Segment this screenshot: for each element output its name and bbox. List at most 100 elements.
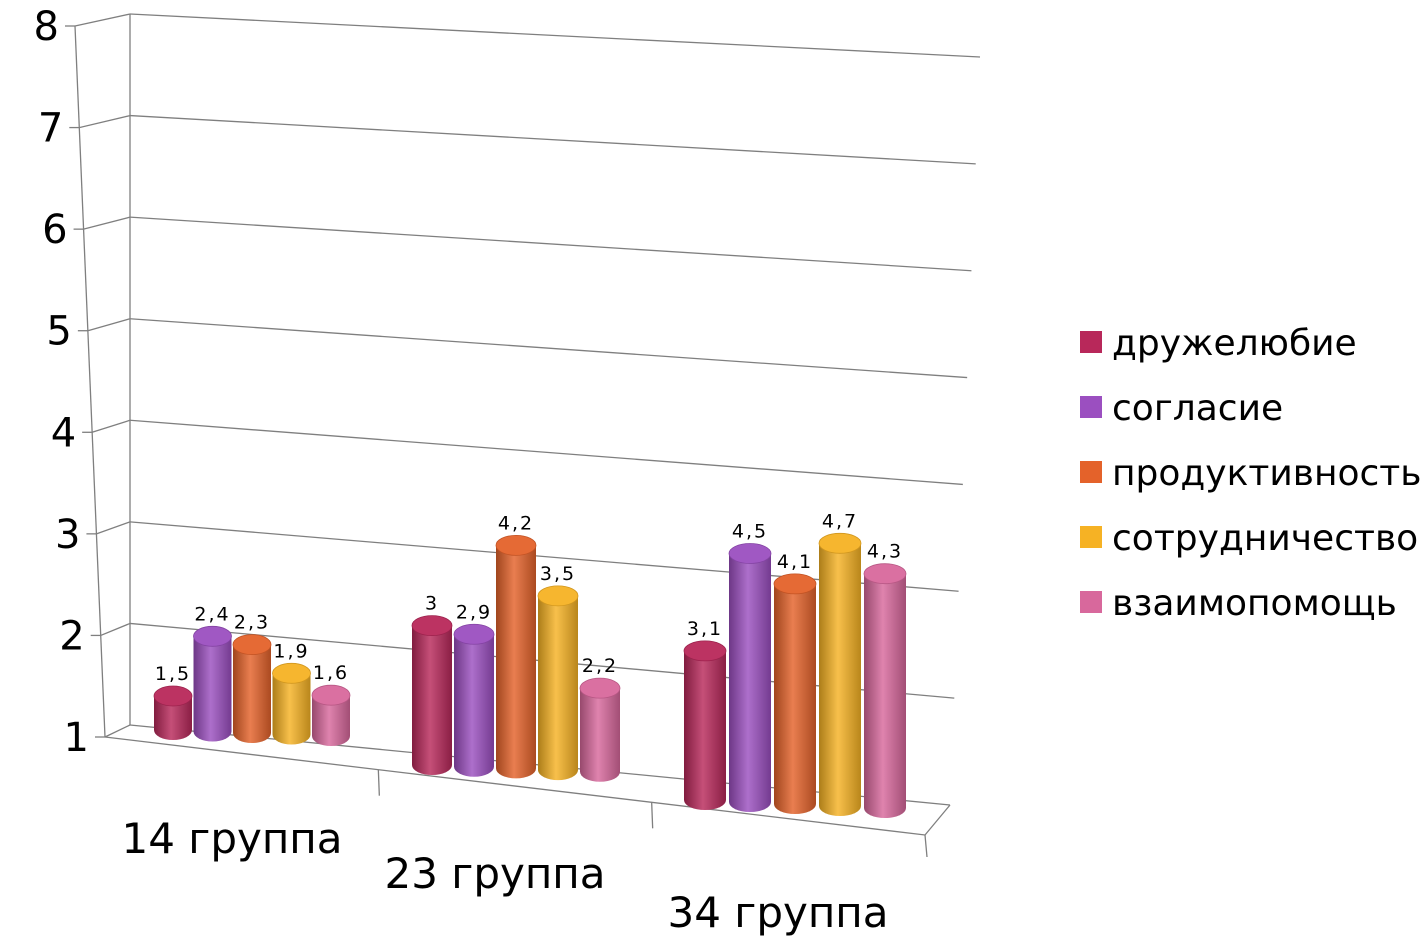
data-label: 2,2 [582,655,618,677]
data-label: 3,1 [687,618,723,640]
data-label: 1,9 [273,640,309,662]
bar [495,534,537,779]
y-tick-label: 5 [46,309,71,355]
data-label: 1,5 [155,663,191,685]
gridline [129,318,968,379]
bar [818,532,862,816]
legend-swatch [1080,591,1102,613]
gridline-side [74,13,131,27]
gridline-side [83,216,131,230]
bar [153,685,193,740]
bar-top [537,585,579,607]
bar-top [728,543,772,564]
data-label: 4,5 [732,521,768,543]
data-label: 4,1 [777,551,813,573]
bar [232,634,272,743]
bar [411,615,453,775]
gridline-side [87,318,131,332]
gridline-side [91,419,131,433]
bar-body [729,553,771,812]
legend-label: взаимопомощь [1112,583,1397,624]
x-tick-mark [651,802,654,829]
legend-swatch [1080,396,1102,418]
bar-body [154,696,192,740]
bar-body [412,625,452,775]
bar-body [312,695,350,746]
bar-body [272,673,311,745]
gridline [129,13,981,58]
y-tick-label: 8 [34,4,59,50]
data-label: 4,2 [498,512,534,534]
bar-top [579,677,621,699]
data-label: 1,6 [313,662,349,684]
data-label: 2,9 [456,601,492,623]
y-tick-label: 2 [59,613,84,659]
legend-item: продуктивность [1080,453,1421,494]
bar-body [864,573,906,818]
x-tick-mark [377,769,380,796]
bar-top [818,532,862,554]
y-tick-label: 4 [51,410,76,456]
bar-body [496,545,536,779]
bar-top [683,640,727,662]
x-tick-label: 14 группа [121,814,342,863]
y-tick-label: 7 [38,106,63,152]
bar-body [454,634,494,777]
bar-body [819,543,861,816]
bar-top [863,563,907,585]
y-axis-line [74,25,106,738]
legend: дружелюбие согласие продуктивность сотрудни… [1080,323,1421,624]
bar [311,684,351,746]
bar [728,543,772,812]
gridline-side [79,114,131,129]
bar-top [453,623,495,645]
data-label: 2,3 [234,612,270,634]
gridline-side [100,622,131,637]
legend-swatch [1080,331,1102,353]
y-tick-label: 3 [55,512,80,558]
bar [863,563,907,818]
data-labels: 1,5 2,4 2,31,91,6 3 2,9 4,2 3,5 2,2 3,1 4,5 4,1 4,7… [155,510,903,685]
bar-body [233,644,271,743]
bar-top [411,615,453,636]
legend-label: согласие [1112,388,1283,429]
x-tick-mark [924,834,928,858]
gridline-side [96,521,131,535]
x-tick-label: 34 группа [667,888,888,937]
legend-item: сотрудничество [1080,518,1418,559]
bars [153,532,907,818]
gridline [129,419,963,486]
legend-label: дружелюбие [1112,323,1357,364]
legend-swatch [1080,461,1102,483]
bar-body [684,650,726,810]
bar [193,625,232,742]
gridline [129,216,972,272]
data-label: 4,7 [822,510,858,532]
bar-body [538,595,578,781]
x-axis: 14 группа 23 группа 34 группа [121,769,889,937]
data-label: 3,5 [540,563,576,585]
bar-top [773,573,817,595]
gridline-side [104,724,131,738]
data-label: 3 [425,593,439,615]
bar-body [774,583,816,814]
bar-top [193,625,232,647]
bar [272,662,311,745]
legend-label: сотрудничество [1112,518,1418,559]
y-tick-label: 6 [42,207,67,253]
legend-item: взаимопомощь [1080,583,1397,624]
legend-item: дружелюбие [1080,323,1357,364]
bar-top [153,685,193,707]
bar-top [232,634,272,655]
data-label: 2,4 [194,603,230,625]
legend-label: продуктивность [1112,453,1421,494]
bar [579,677,621,782]
bar-top [311,684,351,706]
gridline [129,114,976,165]
bar-body [193,636,232,742]
bar-body [580,688,620,782]
data-label: 4,3 [867,541,903,563]
y-tick-label: 1 [64,715,89,761]
